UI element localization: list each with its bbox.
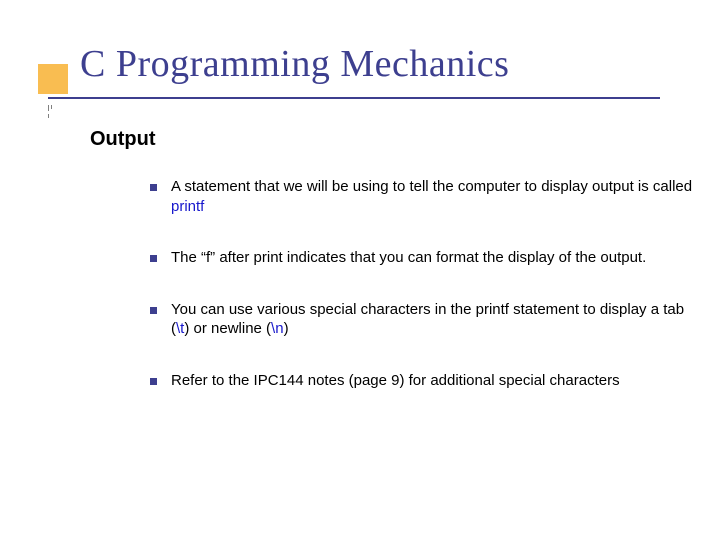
highlight-text: \n bbox=[271, 320, 284, 337]
text-segment: ) bbox=[284, 320, 289, 337]
text-segment: The “f” after print indicates that you c… bbox=[171, 249, 646, 266]
highlight-text: printf bbox=[171, 198, 204, 215]
bullet-text: You can use various special characters i… bbox=[171, 300, 700, 339]
list-item: The “f” after print indicates that you c… bbox=[150, 248, 700, 268]
title-underline bbox=[48, 97, 660, 99]
text-segment: Refer to the IPC144 notes (page 9) for a… bbox=[171, 372, 620, 389]
slide-container: C Programming Mechanics Output A stateme… bbox=[0, 0, 720, 540]
tick-marks bbox=[48, 105, 49, 125]
accent-square bbox=[38, 64, 68, 94]
list-item: You can use various special characters i… bbox=[150, 300, 700, 339]
text-segment: A statement that we will be using to tel… bbox=[171, 178, 692, 195]
text-segment: ) or newline ( bbox=[184, 320, 271, 337]
slide-title: C Programming Mechanics bbox=[80, 42, 680, 86]
bullet-marker-icon bbox=[150, 255, 157, 262]
bullet-marker-icon bbox=[150, 184, 157, 191]
bullet-text: Refer to the IPC144 notes (page 9) for a… bbox=[171, 371, 620, 391]
bullet-marker-icon bbox=[150, 307, 157, 314]
list-item: A statement that we will be using to tel… bbox=[150, 177, 700, 216]
bullet-list: A statement that we will be using to tel… bbox=[150, 177, 700, 390]
bullet-marker-icon bbox=[150, 378, 157, 385]
list-item: Refer to the IPC144 notes (page 9) for a… bbox=[150, 371, 700, 391]
bullet-text: The “f” after print indicates that you c… bbox=[171, 248, 646, 268]
bullet-text: A statement that we will be using to tel… bbox=[171, 177, 700, 216]
slide-subtitle: Output bbox=[90, 128, 680, 151]
